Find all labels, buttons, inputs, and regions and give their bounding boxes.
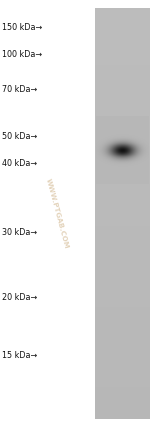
Text: WWW.PTGAB.COM: WWW.PTGAB.COM: [45, 178, 69, 250]
Text: 15 kDa→: 15 kDa→: [2, 351, 37, 360]
Text: 40 kDa→: 40 kDa→: [2, 159, 37, 168]
Text: 70 kDa→: 70 kDa→: [2, 85, 37, 95]
Text: 100 kDa→: 100 kDa→: [2, 50, 42, 59]
Text: 30 kDa→: 30 kDa→: [2, 228, 37, 238]
Text: 50 kDa→: 50 kDa→: [2, 131, 37, 141]
Text: 150 kDa→: 150 kDa→: [2, 23, 42, 33]
Text: 20 kDa→: 20 kDa→: [2, 293, 37, 302]
